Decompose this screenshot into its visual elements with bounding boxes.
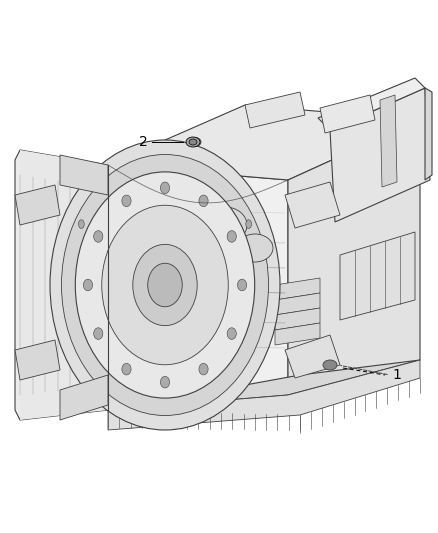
Polygon shape [15,340,60,380]
Polygon shape [60,375,108,420]
Ellipse shape [246,220,251,229]
Polygon shape [285,182,340,228]
Polygon shape [380,95,397,187]
Ellipse shape [227,231,237,242]
Text: 2: 2 [138,135,147,149]
Ellipse shape [94,328,103,340]
Ellipse shape [50,140,280,430]
Ellipse shape [323,360,337,370]
Polygon shape [275,293,320,315]
Ellipse shape [61,155,268,416]
Ellipse shape [122,364,131,375]
Ellipse shape [94,231,103,242]
Polygon shape [340,232,415,320]
Ellipse shape [189,139,197,145]
Ellipse shape [227,328,237,340]
Polygon shape [330,88,430,222]
Polygon shape [108,165,288,410]
Polygon shape [245,92,305,128]
Polygon shape [318,78,425,130]
Ellipse shape [199,195,208,207]
Ellipse shape [186,137,200,147]
Text: 1: 1 [392,368,402,382]
Ellipse shape [160,376,170,388]
Polygon shape [108,105,420,180]
Polygon shape [15,185,60,225]
Ellipse shape [133,245,197,326]
Ellipse shape [75,172,255,398]
Polygon shape [285,335,340,378]
Polygon shape [20,150,108,420]
Ellipse shape [148,263,182,307]
Polygon shape [108,360,420,410]
Ellipse shape [122,195,131,207]
Ellipse shape [78,220,84,229]
Ellipse shape [160,182,170,193]
Polygon shape [60,155,108,195]
Ellipse shape [237,279,247,291]
Polygon shape [275,278,320,300]
Ellipse shape [203,207,247,243]
Polygon shape [425,88,432,180]
Ellipse shape [189,138,201,147]
Polygon shape [108,360,420,430]
Polygon shape [288,120,420,395]
Ellipse shape [199,364,208,375]
Polygon shape [275,323,320,345]
Ellipse shape [83,279,92,291]
Ellipse shape [237,234,273,262]
Polygon shape [15,150,108,420]
Ellipse shape [102,205,228,365]
Polygon shape [320,95,375,133]
Polygon shape [275,308,320,330]
